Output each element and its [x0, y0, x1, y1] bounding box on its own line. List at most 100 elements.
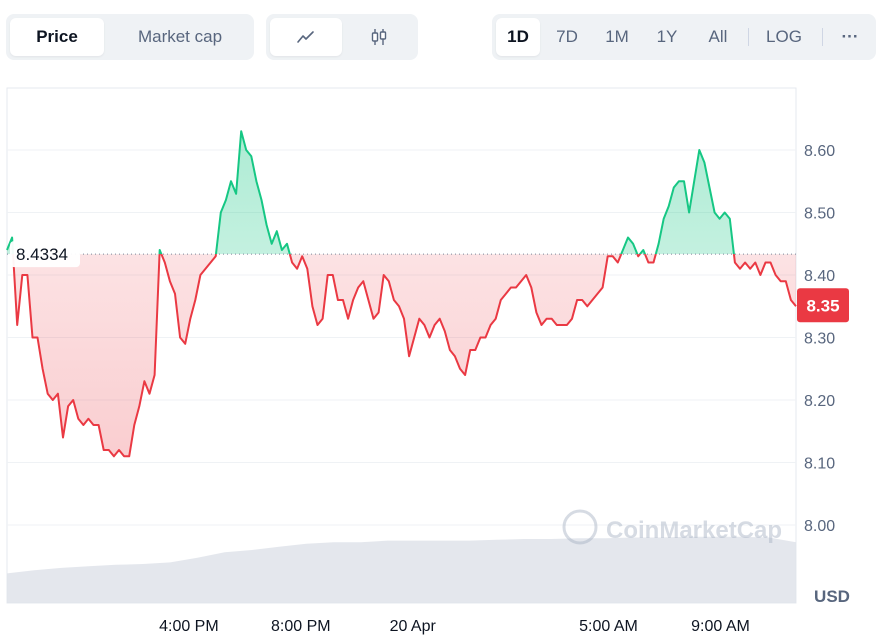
price-point — [361, 279, 366, 284]
range-all[interactable]: All — [708, 27, 728, 46]
x-tick-label: 20 Apr — [390, 618, 437, 635]
area-above-baseline — [7, 131, 796, 255]
price-point — [427, 335, 432, 340]
price-point — [132, 423, 137, 428]
price-point — [610, 254, 615, 259]
price-point — [529, 285, 534, 290]
candlestick-chart-button[interactable] — [344, 18, 414, 56]
candlestick-icon — [344, 18, 414, 56]
price-point — [743, 260, 748, 265]
price-point — [585, 304, 590, 309]
price-point — [91, 423, 96, 428]
price-point — [305, 266, 310, 271]
range-1d[interactable]: 1D — [496, 18, 540, 56]
price-point — [788, 298, 793, 303]
price-point — [666, 204, 671, 209]
price-point — [381, 273, 386, 278]
price-point — [244, 148, 249, 153]
price-point — [254, 179, 259, 184]
price-point — [483, 335, 488, 340]
watermark: CoinMarketCap — [562, 509, 782, 545]
price-point — [422, 323, 427, 328]
volume-area — [7, 536, 796, 603]
price-point — [753, 260, 758, 265]
line-chart-icon — [270, 18, 342, 56]
price-point — [620, 248, 625, 253]
price-point — [10, 235, 15, 240]
price-point — [376, 310, 381, 315]
price-point — [157, 248, 162, 253]
price-point — [463, 373, 468, 378]
price-point — [707, 185, 712, 190]
price-point — [173, 291, 178, 296]
price-point — [218, 210, 223, 215]
price-point — [600, 285, 605, 290]
price-point — [478, 335, 483, 340]
y-tick-label: 8.10 — [804, 456, 835, 473]
range-tabs: 1D 7D 1M 1Y All LOG ··· — [492, 14, 876, 60]
price-point — [213, 254, 218, 259]
range-1m[interactable]: 1M — [605, 27, 629, 46]
x-tick-label: 4:00 PM — [159, 618, 219, 635]
price-point — [162, 260, 167, 265]
range-1y[interactable]: 1Y — [656, 27, 678, 46]
y-tick-label: 8.40 — [804, 268, 835, 285]
price-point — [407, 354, 412, 359]
price-point — [514, 285, 519, 290]
log-scale-toggle[interactable]: LOG — [766, 27, 802, 46]
current-price-label: 8.35 — [806, 296, 839, 315]
price-point — [656, 241, 661, 246]
price-point — [615, 260, 620, 265]
price-point — [570, 316, 575, 321]
price-point — [503, 291, 508, 296]
price-point — [391, 298, 396, 303]
price-point — [137, 404, 142, 409]
price-point — [76, 416, 81, 421]
price-point — [122, 454, 127, 459]
price-point — [193, 298, 198, 303]
tab-market-cap[interactable]: Market cap — [137, 27, 223, 46]
price-point — [432, 323, 437, 328]
price-point — [285, 241, 290, 246]
price-point — [249, 154, 254, 159]
price-point — [55, 391, 60, 396]
price-point — [738, 266, 743, 271]
price-point — [147, 391, 152, 396]
price-point — [508, 285, 513, 290]
y-tick-label: 8.50 — [804, 206, 835, 223]
price-point — [152, 373, 157, 378]
price-point — [488, 323, 493, 328]
price-point — [142, 379, 147, 384]
price-point — [274, 229, 279, 234]
price-point — [417, 316, 422, 321]
price-point — [554, 323, 559, 328]
price-point — [96, 423, 101, 428]
price-point — [646, 260, 651, 265]
y-tick-label: 8.00 — [804, 518, 835, 535]
line-chart-button[interactable] — [270, 18, 342, 56]
price-line-down — [12, 254, 797, 458]
y-tick-label: 8.20 — [804, 393, 835, 410]
y-tick-label: 8.30 — [804, 331, 835, 348]
price-point — [325, 273, 330, 278]
price-point — [229, 179, 234, 184]
price-point — [40, 366, 45, 371]
price-point — [208, 260, 213, 265]
price-point — [773, 273, 778, 278]
price-point — [117, 448, 122, 453]
price-point — [452, 354, 457, 359]
price-point — [631, 241, 636, 246]
price-point — [626, 235, 631, 240]
more-options-button[interactable]: ··· — [841, 27, 859, 46]
baseline-label-box — [10, 241, 80, 268]
price-point — [50, 398, 55, 403]
price-point — [442, 329, 447, 334]
price-point — [524, 273, 529, 278]
tab-price[interactable]: Price — [10, 18, 104, 56]
range-7d[interactable]: 7D — [556, 27, 578, 46]
more-divider — [822, 28, 823, 46]
price-point — [590, 298, 595, 303]
price-point — [86, 416, 91, 421]
price-point — [366, 298, 371, 303]
